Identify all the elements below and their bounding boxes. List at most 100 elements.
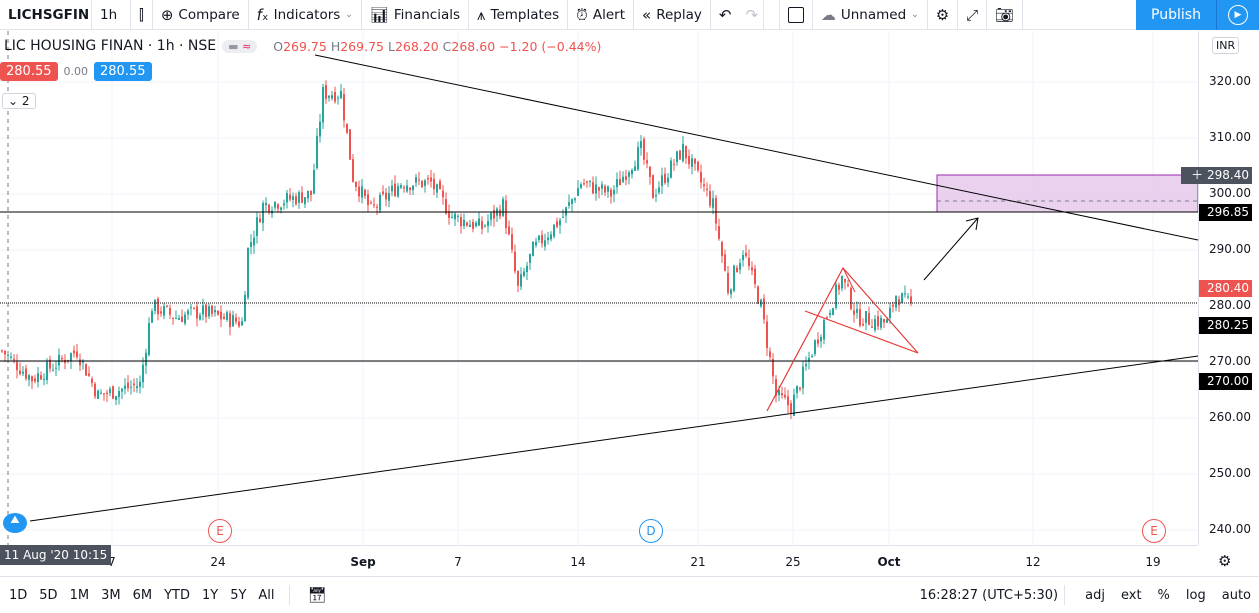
candle-body [385,192,387,200]
crosshair-time-tag: 11 Aug '20 10:15 [0,545,112,565]
candle-body [712,198,714,208]
layout-menu[interactable]: ☁︎ Unnamed ⌄ [813,0,928,30]
price-tick: 240.00 [1209,522,1251,536]
candle-body [910,296,912,304]
range-all[interactable]: All [258,587,275,603]
candle-body [166,305,168,307]
candle-body [853,310,855,315]
settings-button[interactable]: ⚙︎ [928,0,959,30]
currency-badge[interactable]: INR [1212,37,1240,54]
candle-body [457,215,459,217]
candle-body [472,221,474,229]
candle-body [751,267,753,271]
earnings-event-icon[interactable]: E [1142,519,1166,543]
candle-body [550,234,552,240]
buy-button[interactable]: 280.55 [94,62,152,81]
play-button[interactable]: ▶ [1216,0,1259,30]
replay-button[interactable]: «Replay [634,0,711,30]
candle-body [43,378,45,380]
bottom-toolbar: 1D 5D 1M 3M 6M YTD 1Y 5Y All 📅︎ 16:28:27 (UTC+5:… [0,576,1259,613]
candle-body [907,296,909,298]
candle-body [232,315,234,327]
clock[interactable]: 16:28:27 (UTC+5:30) [919,587,1059,603]
candle-body [106,392,108,395]
collapse-indicators-button[interactable]: ⌄ 2 [2,93,36,109]
candle-body [37,373,39,382]
candle-body [898,299,900,306]
snapshot-button[interactable]: 📷︎ [987,0,1024,30]
candle-body [670,160,672,178]
candle-body [727,272,729,294]
candle-body [865,310,867,324]
redo-icon[interactable]: ↷ [745,5,759,24]
candle-body [469,224,471,228]
interval-button[interactable]: 1h [92,0,131,30]
range-5y[interactable]: 5Y [230,587,247,603]
scale-option-4[interactable]: auto [1221,587,1251,603]
symbol-search[interactable]: LICHSGFIN [0,0,92,30]
fullscreen-button[interactable]: ⤢ [958,0,988,30]
financials-button[interactable]: 📊︎ Financials [362,0,470,30]
square-icon [787,6,804,23]
candle-body [709,190,711,206]
trendline-lower[interactable] [29,355,1198,522]
candle-body [631,169,633,175]
candle-body [109,388,111,394]
scale-options: adj ext% log auto [1077,588,1259,603]
price-axis[interactable]: ＋ 298.40 296.85 280.40 280.25 270.00 320… [1181,31,1259,545]
scale-option-0[interactable]: adj [1085,587,1105,603]
price-chart[interactable] [0,31,1198,545]
range-1d[interactable]: 1D [9,587,28,603]
templates-button[interactable]: ⩚ Templates [469,0,569,30]
scale-option-3[interactable]: log [1185,587,1206,603]
candle-body [172,317,174,319]
candle-body [835,284,837,308]
flag-pattern[interactable] [766,266,919,412]
candle-body [148,322,150,356]
candle-body [190,307,192,309]
compare-button[interactable]: ⊕ Compare [153,0,249,30]
candle-body [763,298,765,320]
candle-body [160,311,162,314]
scale-option-2[interactable]: % [1157,587,1170,603]
candle-body [193,307,195,309]
candle-body [304,197,306,205]
publish-button[interactable]: Publish [1136,0,1216,30]
alert-button[interactable]: ⏰︎ Alert [568,0,634,30]
candle-body [529,253,531,263]
dividend-event-icon[interactable]: D [639,519,663,543]
time-tick: 12 [1025,555,1041,569]
range-1m[interactable]: 1M [69,587,90,603]
top-toolbar: LICHSGFIN 1h ⫿ ⊕ Compare fₓ Indicators ⌄ 📊︎… [0,0,1259,30]
candle-body [409,187,411,191]
candle-body [58,354,60,366]
candle-body [352,159,354,182]
axis-settings-gear-icon[interactable]: ⚙︎ [1218,552,1232,570]
sell-button[interactable]: 280.55 [0,62,58,81]
candle-body [286,193,288,203]
chart-type-button[interactable]: ⫿ [131,0,153,30]
templates-icon: ⩚ [477,5,486,24]
fullscreen-toggle[interactable] [780,0,813,30]
scale-option-1[interactable]: ext [1120,587,1142,603]
target-rectangle[interactable] [936,174,1198,213]
range-5d[interactable]: 5D [39,587,58,603]
candle-body [124,385,126,389]
candle-body [538,235,540,241]
range-6m[interactable]: 6M [132,587,153,603]
range-1y[interactable]: 1Y [201,587,219,603]
time-axis[interactable]: ⚙︎ 7 24 Sep 7 14 21 25 Oct 12 19 [0,545,1231,575]
candle-body [568,202,570,206]
ohlc-values: O269.75 H269.75 L268.20 C268.60 −1.20 (−… [273,38,602,54]
earnings-event-icon[interactable]: E [208,519,232,543]
range-3m[interactable]: 3M [101,587,121,603]
goto-date-calendar-icon[interactable]: 📅︎ [307,586,327,604]
range-ytd[interactable]: YTD [164,587,190,603]
visibility-pill[interactable]: ▬ ≈ [222,39,258,53]
arrow-line[interactable] [923,217,979,281]
candle-body [556,221,558,227]
trendline-upper[interactable] [314,54,1198,241]
undo-icon[interactable]: ↶ [718,5,732,24]
candle-body [268,204,270,212]
indicators-button[interactable]: fₓ Indicators ⌄ [249,0,362,30]
